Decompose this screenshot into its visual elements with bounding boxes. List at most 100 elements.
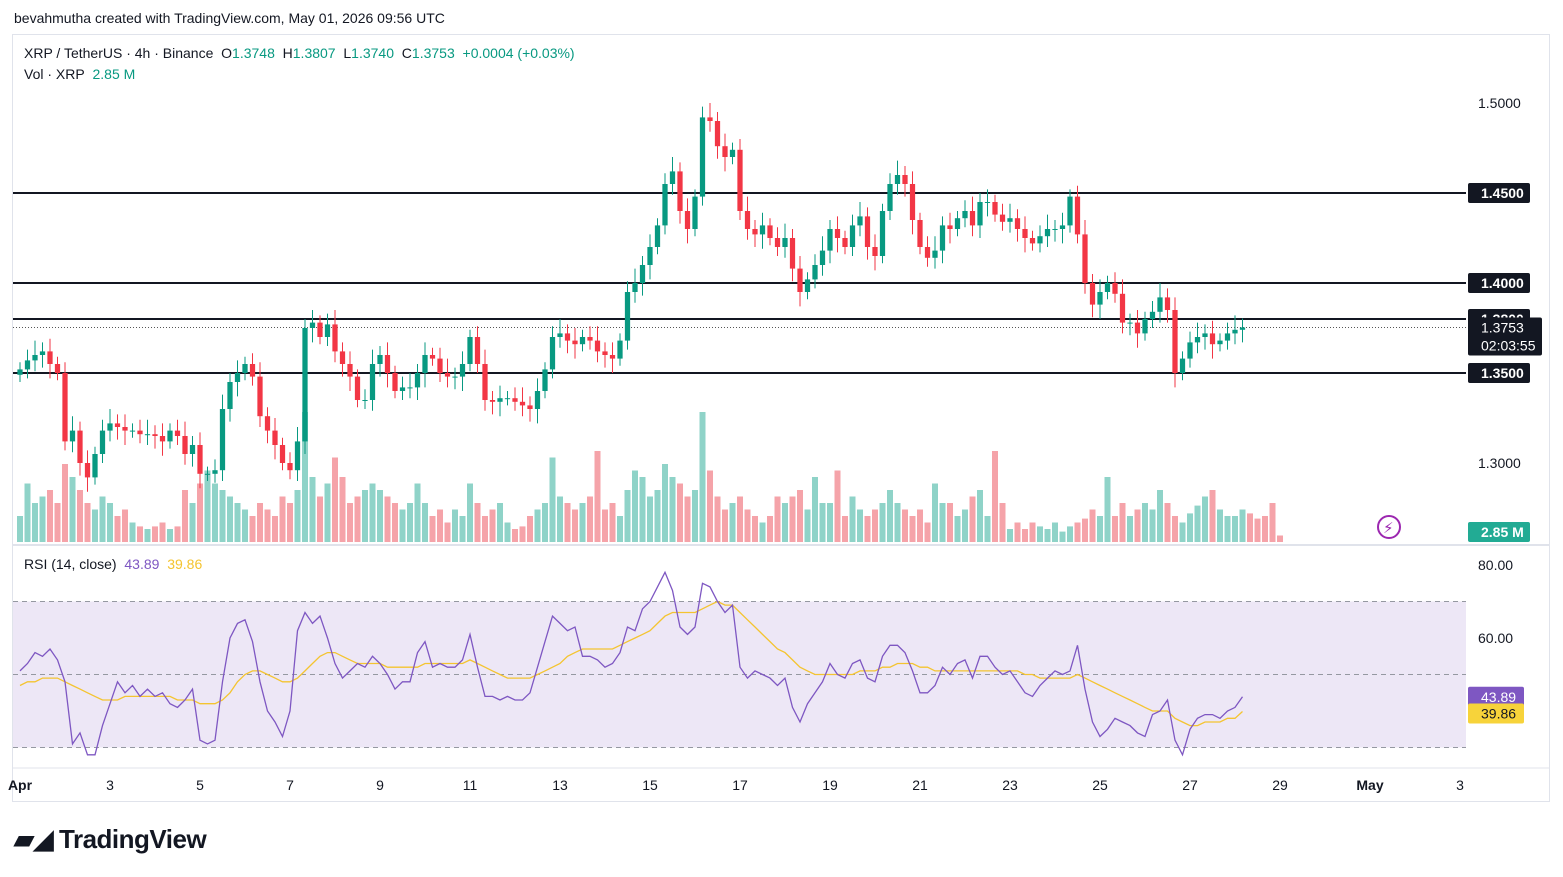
candle-body <box>414 373 421 388</box>
candle-body <box>542 369 548 391</box>
volume-bar <box>909 516 916 542</box>
current-price-box <box>1468 317 1542 356</box>
candle-body <box>227 382 233 409</box>
volume-bar <box>249 516 256 542</box>
volume-bar <box>377 490 383 542</box>
volume-bar <box>504 522 511 542</box>
candle-body <box>1112 283 1118 294</box>
volume-bar <box>557 496 563 542</box>
candle-body <box>467 337 473 364</box>
candle-body <box>1209 333 1216 345</box>
volume-bar <box>1142 503 1148 542</box>
candle-body <box>92 454 98 478</box>
candle-body <box>924 247 931 258</box>
volume-bar <box>827 503 833 542</box>
level-label: 1.3500 <box>1481 365 1524 381</box>
candle-body <box>917 220 923 247</box>
volume-bar <box>534 509 541 542</box>
candle-body <box>864 216 871 247</box>
volume-bar <box>1209 490 1216 542</box>
candle-body <box>1232 329 1238 334</box>
countdown-label: 02:03:55 <box>1481 337 1536 353</box>
price-tick-label: 1.3000 <box>1478 455 1521 471</box>
volume-bar <box>842 516 848 542</box>
volume-bar <box>609 503 616 542</box>
candle-body <box>782 238 788 247</box>
candle-body <box>797 268 803 292</box>
candle-body <box>699 117 706 197</box>
candle-body <box>309 322 316 328</box>
candle-body <box>587 337 593 341</box>
volume-bar <box>647 496 653 542</box>
candle-body <box>602 351 608 355</box>
candle-body <box>504 398 511 400</box>
volume-bar <box>1022 529 1028 542</box>
volume-bar <box>1082 518 1088 542</box>
candle-body <box>654 225 661 247</box>
open-label: O <box>221 45 233 61</box>
volume-bar <box>1179 522 1186 542</box>
volume-bar <box>992 451 998 542</box>
rsi-label[interactable]: RSI (14, close) <box>24 556 117 572</box>
candle-body <box>617 340 623 359</box>
tradingview-logo[interactable]: ▰◢ TradingView <box>14 824 207 855</box>
volume-bar <box>962 509 968 542</box>
volume-bar <box>332 457 338 542</box>
candle-body <box>452 376 458 378</box>
candle-body <box>737 149 743 211</box>
candle-body <box>219 409 226 471</box>
volume-bar <box>197 483 203 542</box>
volume-label-box <box>1468 522 1530 542</box>
candle-body <box>212 470 218 474</box>
candle-body <box>444 373 451 377</box>
candle-body <box>512 398 518 402</box>
attribution-text: bevahmutha created with TradingView.com,… <box>14 10 445 26</box>
candle-body <box>234 373 241 382</box>
volume-bar <box>279 496 286 542</box>
candle-body <box>639 265 646 283</box>
volume-bar <box>759 522 766 542</box>
candle-body <box>1104 283 1111 292</box>
candle-body <box>999 214 1006 222</box>
volume-bar <box>114 516 121 542</box>
candle-body <box>527 405 533 409</box>
volume-bar <box>512 529 518 542</box>
volume-bar <box>287 503 293 542</box>
candle-body <box>144 434 151 436</box>
candle-body <box>182 436 188 454</box>
logo-text: TradingView <box>59 824 207 854</box>
candle-body <box>279 445 286 463</box>
candle-body <box>302 328 308 442</box>
candle-body <box>984 202 991 203</box>
candle-body <box>324 324 331 337</box>
volume-label[interactable]: Vol · XRP <box>24 66 85 82</box>
volume-bar <box>24 483 31 542</box>
low-value: 1.3740 <box>351 45 394 61</box>
volume-bar <box>947 503 953 542</box>
candle-body <box>407 387 413 389</box>
volume-bar <box>692 490 698 542</box>
volume-bar <box>782 503 788 542</box>
candle-body <box>624 292 631 341</box>
candle-body <box>1022 229 1028 238</box>
candle-body <box>1224 333 1231 341</box>
candle-body <box>122 427 128 431</box>
candle-body <box>1074 196 1081 235</box>
symbol-name[interactable]: XRP / TetherUS · 4h · Binance <box>24 45 214 61</box>
candle-body <box>534 391 541 409</box>
candle-body <box>579 337 586 345</box>
rsi-value: 43.89 <box>124 556 160 572</box>
rsi-ma-box <box>1468 703 1524 724</box>
candle-body <box>1172 310 1178 373</box>
candle-body <box>474 337 481 364</box>
volume-bar <box>489 509 496 542</box>
candle-body <box>54 364 61 373</box>
candle-body <box>1217 340 1223 345</box>
rsi-header: RSI (14, close) 43.89 39.86 <box>24 556 202 572</box>
volume-bar <box>617 516 623 542</box>
time-tick-label: 21 <box>912 777 928 793</box>
volume-bar <box>752 516 758 542</box>
volume-bar <box>392 503 398 542</box>
time-tick-label: 7 <box>286 777 294 793</box>
